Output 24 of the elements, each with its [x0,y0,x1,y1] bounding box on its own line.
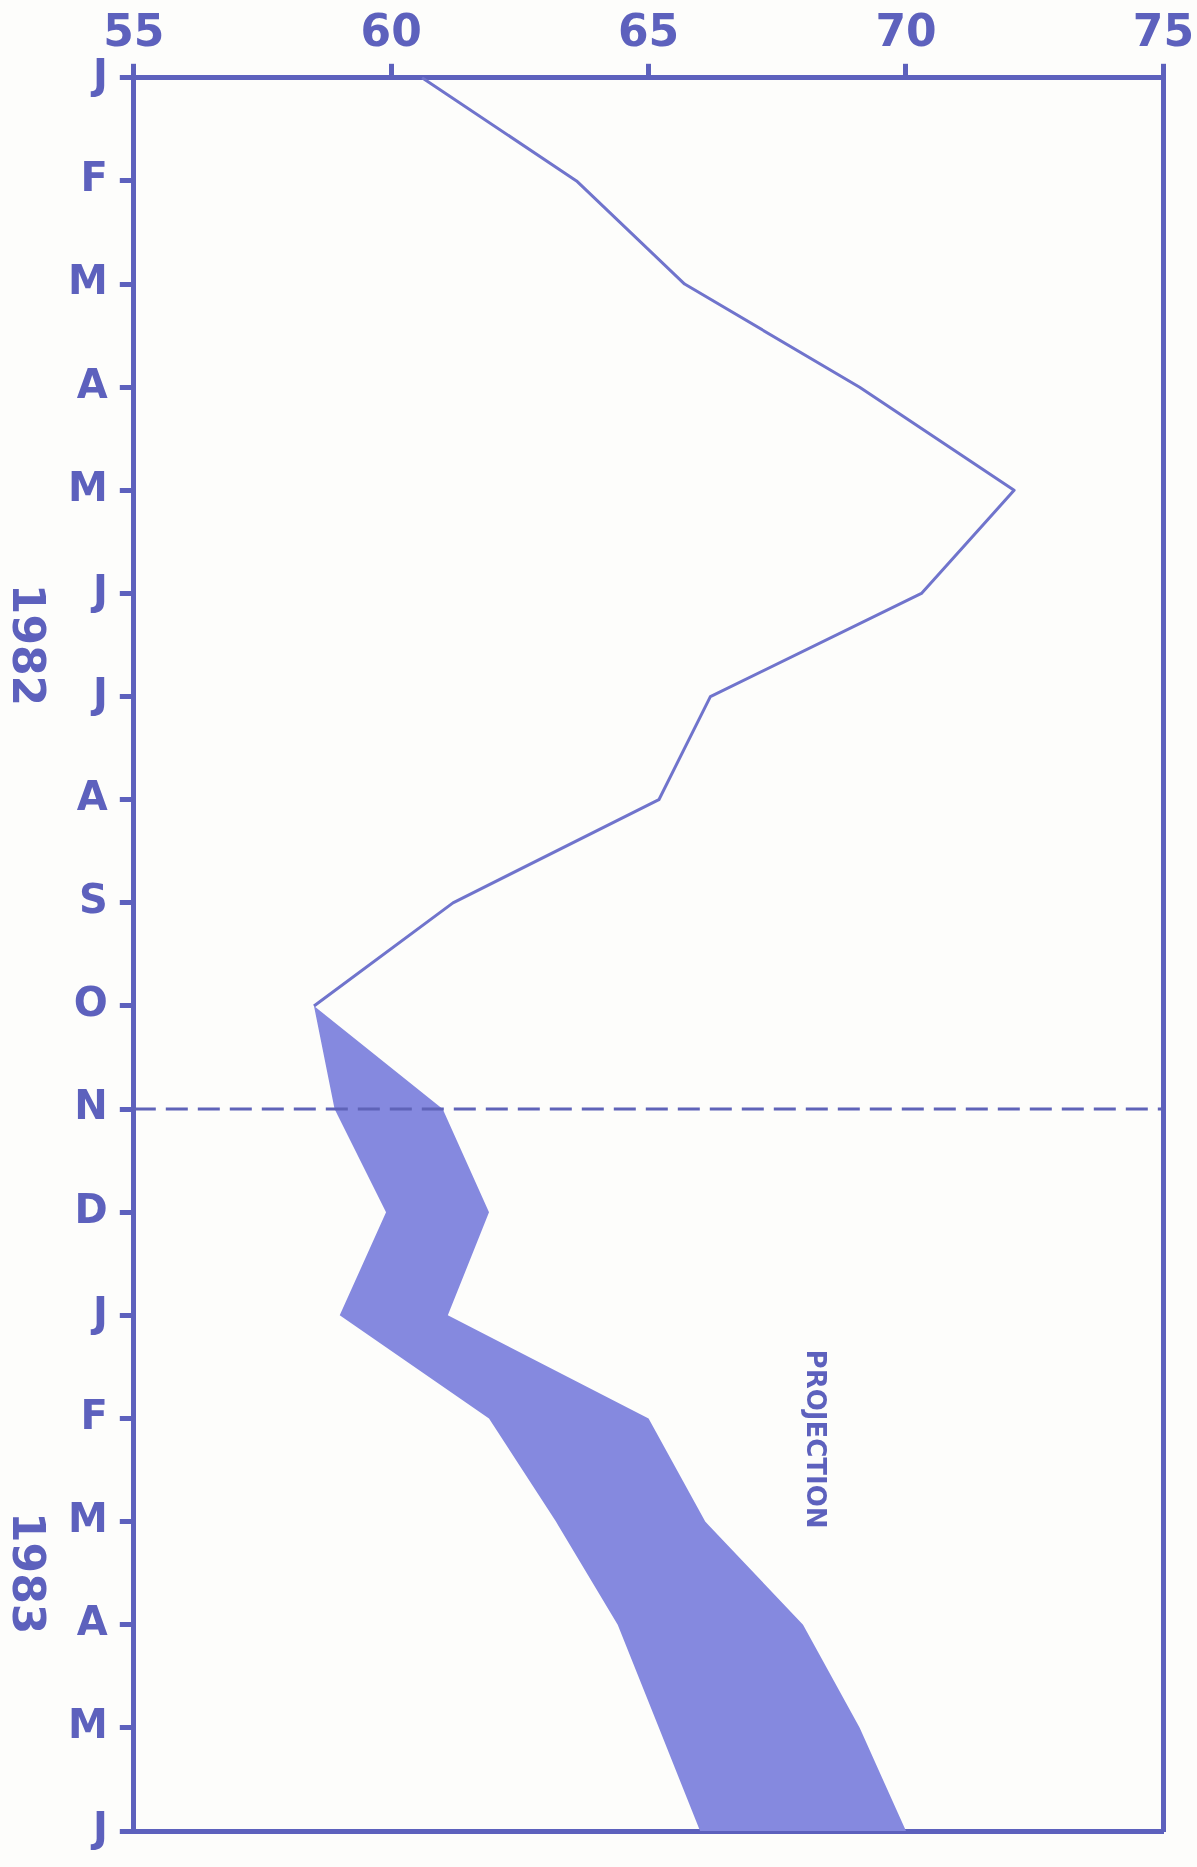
x-tick-label: 65 [617,4,680,56]
y-tick-label: M [67,257,108,304]
y-tick-label: A [76,1598,108,1645]
y-tick-label: N [74,1082,108,1129]
y-tick-label: J [89,1804,108,1851]
y-tick-label: D [74,1185,108,1232]
text: 1982 [2,583,54,707]
x-tick-label: 60 [360,4,422,56]
y-tick-label: J [89,669,108,716]
x-tick-label: 70 [875,4,937,56]
y-tick-label: M [67,1701,108,1748]
y-tick-label: F [80,154,108,201]
annotation: PROJECTION [800,1349,831,1529]
y-tick-label: O [73,979,108,1026]
x-tick-label: 75 [1132,4,1194,56]
y-tick-label: A [76,360,108,407]
y-tick-label: M [67,463,108,510]
text: 1983 [2,1511,54,1635]
y-tick-label: J [89,566,108,613]
y-tick-label: A [76,773,108,820]
y-tick-label: J [89,1288,108,1335]
y-tick-label: M [67,1495,108,1541]
y-tick-label: F [80,1391,108,1438]
y-tick-label: S [78,876,108,923]
